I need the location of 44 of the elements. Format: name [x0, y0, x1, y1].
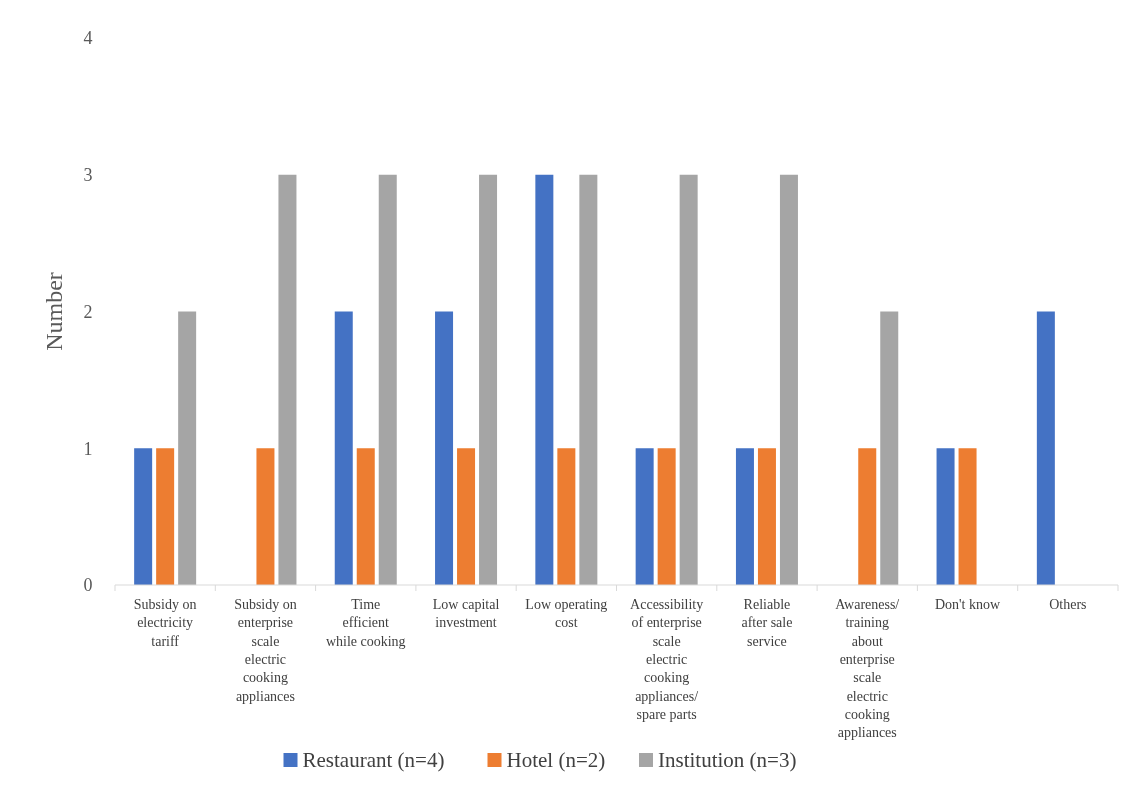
- x-tick-label: Time efficient while cooking: [325, 597, 406, 649]
- bar: [679, 174, 698, 585]
- bar: [479, 174, 498, 585]
- x-tick-label: Don't know: [934, 597, 1001, 612]
- bar: [735, 448, 754, 585]
- bar: [579, 174, 598, 585]
- bar: [757, 448, 776, 585]
- bar: [880, 311, 899, 585]
- bar: [535, 174, 554, 585]
- bar: [936, 448, 955, 585]
- y-tick-label: 1: [83, 438, 93, 459]
- x-tick-label: Reliable after sale service: [741, 597, 793, 649]
- x-tick-label: Low operating cost: [525, 597, 608, 631]
- x-tick-label: Others: [1049, 597, 1087, 612]
- bar: [134, 448, 153, 585]
- legend-label: Hotel (n=2): [506, 748, 606, 773]
- bar: [378, 174, 397, 585]
- legend-label: Institution (n=3): [658, 748, 797, 773]
- legend-label: Restaurant (n=4): [302, 748, 445, 773]
- x-tick-label: Subsidy on enterprise scale electric cooking appliances: [234, 597, 297, 704]
- x-tick-label: Subsidy on electricity tariff: [133, 597, 197, 649]
- bar: [256, 448, 275, 585]
- bar: [958, 448, 977, 585]
- x-tick-label: Awareness/ training about enterprise scale electric cooking appliances: [835, 597, 900, 741]
- bar: [858, 448, 877, 585]
- y-tick-label: 0: [83, 575, 93, 596]
- bar: [356, 448, 375, 585]
- x-tick-label: Low capital investment: [432, 597, 500, 631]
- bar: [657, 448, 676, 585]
- bar: [156, 448, 175, 585]
- bar: [334, 311, 353, 585]
- bar: [178, 311, 197, 585]
- y-tick-label: 2: [83, 301, 93, 322]
- y-axis-title: Number: [41, 272, 67, 351]
- bar: [435, 311, 454, 585]
- y-tick-label: 3: [83, 165, 93, 186]
- bar: [557, 448, 576, 585]
- bar: [1036, 311, 1055, 585]
- bar: [457, 448, 476, 585]
- bar: [779, 174, 798, 585]
- bar: [278, 174, 297, 585]
- bar: [635, 448, 654, 585]
- y-tick-label: 4: [83, 28, 93, 49]
- x-tick-label: Accessibility of enterprise scale electric cooking appliances/ spare parts: [630, 597, 704, 722]
